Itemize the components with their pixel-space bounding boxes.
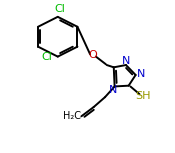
Text: SH: SH: [135, 91, 150, 101]
Text: Cl: Cl: [54, 4, 65, 14]
Text: N: N: [122, 56, 130, 66]
Text: O: O: [88, 50, 97, 60]
Text: H₂C: H₂C: [63, 111, 81, 121]
Text: Cl: Cl: [42, 52, 53, 62]
Text: N: N: [137, 69, 145, 79]
Text: N: N: [109, 85, 117, 95]
